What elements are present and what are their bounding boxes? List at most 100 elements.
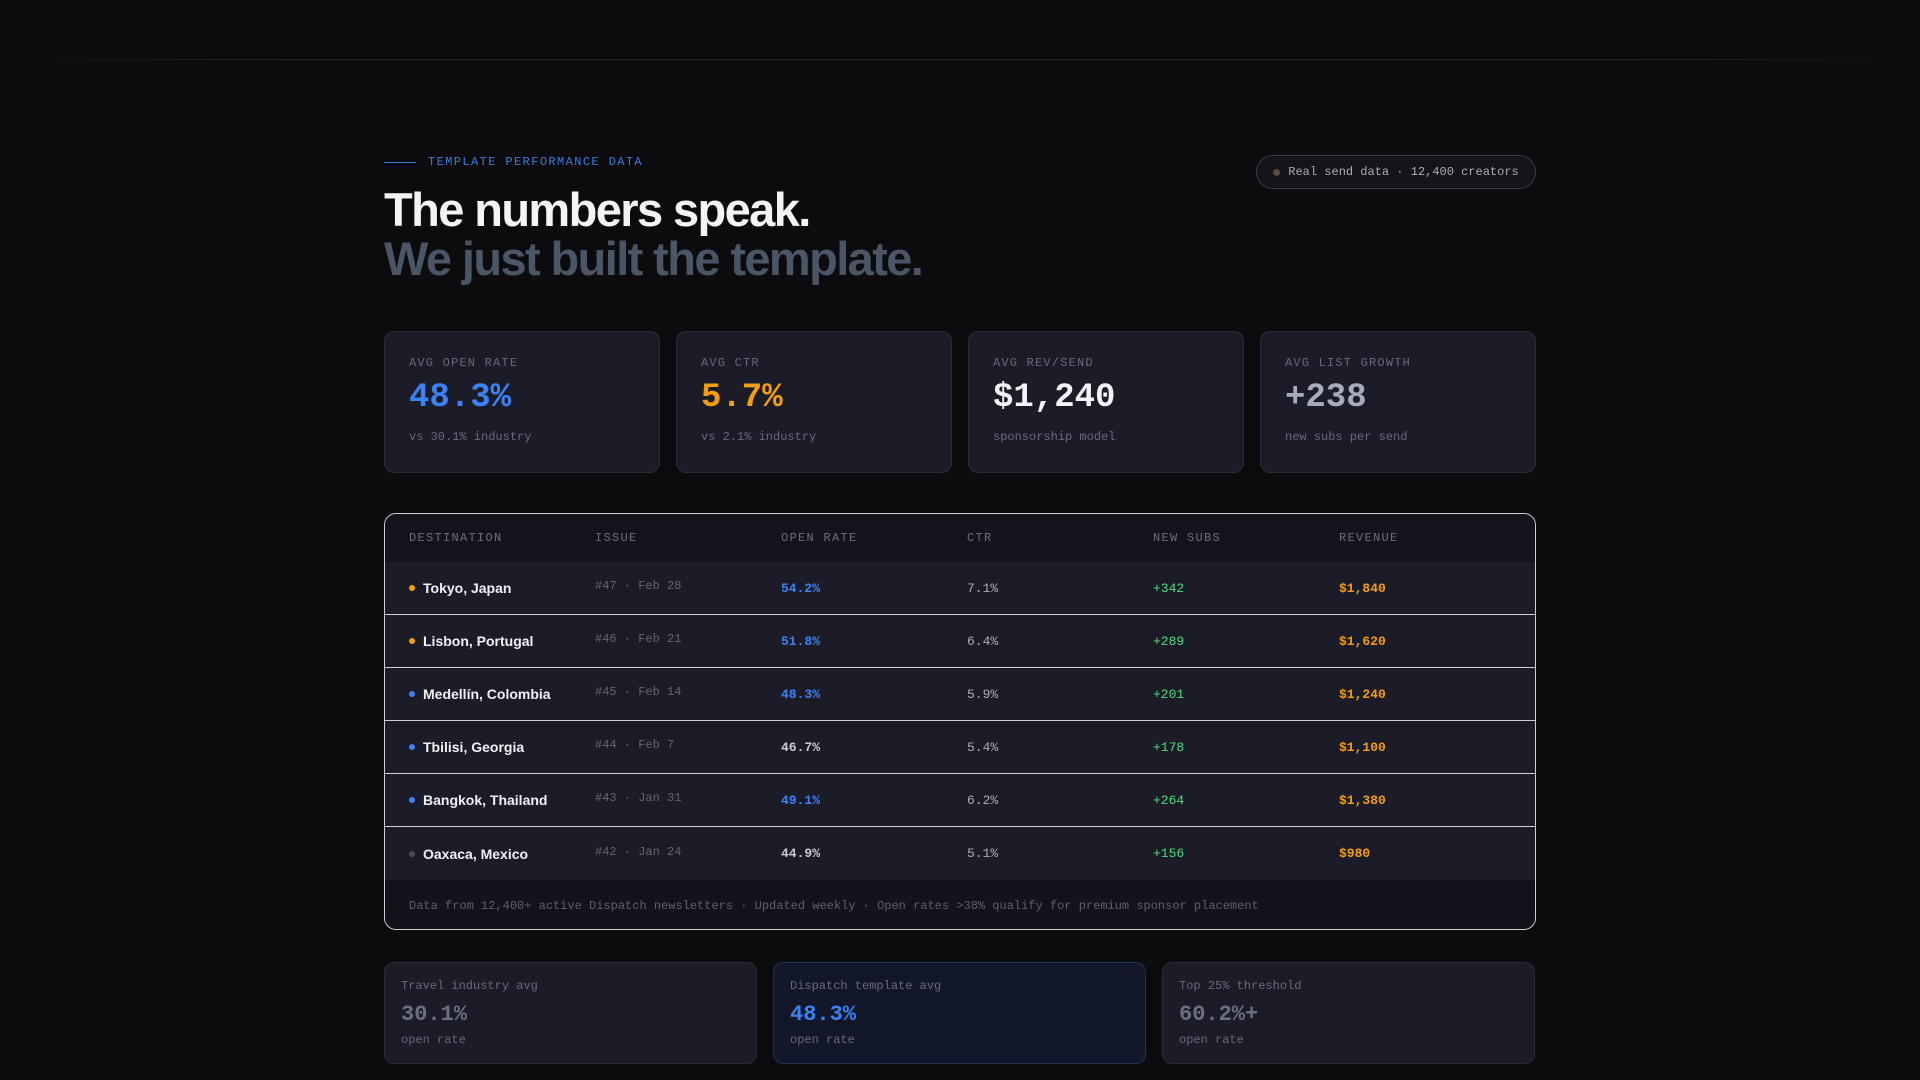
stat-label: AVG LIST GROWTH [1285,356,1412,370]
open-rate-cell: 46.7% [781,739,821,755]
new-subs-cell: +289 [1153,633,1185,649]
open-rate-cell: 54.2% [781,580,821,596]
data-source-badge: Real send data · 12,400 creators [1256,155,1536,189]
stat-value: +238 [1285,379,1367,417]
issue-cell: #42 · Jan 24 [595,844,682,859]
revenue-cell: $1,240 [1339,686,1386,702]
new-subs-cell: +264 [1153,792,1185,808]
top-divider [0,59,1920,60]
open-rate-cell: 48.3% [781,686,821,702]
status-dot-icon [1273,168,1281,176]
destination-dot-icon [409,585,415,591]
stat-label: AVG REV/SEND [993,356,1094,370]
benchmark-value: 48.3% [790,1002,857,1027]
ctr-cell: 5.4% [967,739,999,755]
destination-name: Tokyo, Japan [423,580,512,596]
stat-sub: sponsorship model [993,430,1116,444]
revenue-cell: $980 [1339,846,1371,861]
issue-cell: #47 · Feb 28 [595,579,682,593]
benchmark-top-25: Top 25% threshold 60.2%+ open rate [1162,962,1535,1064]
page-subtitle: We just built the template. [384,232,924,285]
destination-cell: Tbilisi, Georgia [409,739,595,755]
benchmark-label: Travel industry avg [401,979,538,993]
column-header-destination: DESTINATION [409,531,503,545]
column-header-open-rate: OPEN RATE [781,531,858,545]
eyebrow: TEMPLATE PERFORMANCE DATA [384,154,643,170]
open-rate-cell: 51.8% [781,633,821,649]
table-body: Tokyo, Japan #47 · Feb 28 54.2% 7.1% +342 $1,… [385,562,1535,880]
destination-cell: Bangkok, Thailand [409,792,595,808]
destination-dot-icon [409,638,415,644]
ctr-cell: 6.2% [967,792,999,808]
table-header: DESTINATION ISSUE OPEN RATE CTR NEW SUBS… [385,514,1535,562]
destination-name: Oaxaca, Mexico [423,845,529,862]
revenue-cell: $1,840 [1339,580,1386,596]
destination-name: Bangkok, Thailand [423,792,548,808]
benchmark-label: Dispatch template avg [790,979,942,993]
stat-card-rev-send: AVG REV/SEND $1,240 sponsorship model [968,331,1244,473]
table-row: Tokyo, Japan #47 · Feb 28 54.2% 7.1% +342 $1,… [385,562,1535,615]
destination-dot-icon [409,797,415,803]
issue-cell: #45 · Feb 14 [595,685,682,699]
destination-dot-icon [409,850,415,857]
destination-cell: Oaxaca, Mexico [409,846,595,862]
table-row: Lisbon, Portugal #46 · Feb 21 51.8% 6.4% +28… [385,615,1535,668]
stat-card-ctr: AVG CTR 5.7% vs 2.1% industry [676,331,952,473]
table-row: Oaxaca, Mexico #42 · Jan 24 44.9% 5.1% +156 $… [385,827,1535,880]
destination-name: Medellín, Colombia [423,686,551,702]
issue-cell: #46 · Feb 21 [595,632,682,646]
column-header-issue: ISSUE [595,531,638,545]
column-header-revenue: REVENUE [1339,531,1399,545]
revenue-cell: $1,100 [1339,739,1386,755]
ctr-cell: 5.9% [967,686,999,702]
stat-card-open-rate: AVG OPEN RATE 48.3% vs 30.1% industry [384,331,660,473]
stat-label: AVG OPEN RATE [409,356,519,370]
table-row: Bangkok, Thailand #43 · Jan 31 49.1% 6.2% +2… [385,774,1535,827]
new-subs-cell: +201 [1153,686,1185,702]
performance-table: DESTINATION ISSUE OPEN RATE CTR NEW SUBS… [384,513,1536,930]
table-row: Medellín, Colombia #45 · Feb 14 48.3% 5.9% +… [385,668,1535,721]
benchmark-label: Top 25% threshold [1179,979,1302,993]
stat-value: 5.7% [701,379,783,417]
benchmark-sub: open rate [401,1033,466,1047]
benchmark-sub: open rate [790,1033,855,1047]
destination-cell: Tokyo, Japan [409,580,595,596]
eyebrow-line [384,161,416,163]
benchmark-value: 30.1% [401,1002,468,1027]
stat-sub: new subs per send [1285,430,1408,444]
issue-cell: #43 · Jan 31 [595,791,682,805]
benchmark-value: 60.2%+ [1179,1002,1259,1027]
main-section: TEMPLATE PERFORMANCE DATA The numbers sp… [384,0,1536,1080]
open-rate-cell: 49.1% [781,792,821,808]
stat-sub: vs 2.1% industry [701,430,817,444]
new-subs-cell: +342 [1153,580,1185,596]
destination-cell: Lisbon, Portugal [409,633,595,649]
stat-label: AVG CTR [701,356,760,370]
benchmark-dispatch-template: Dispatch template avg 48.3% open rate [773,962,1146,1064]
column-header-new-subs: NEW SUBS [1153,531,1222,545]
stat-sub: vs 30.1% industry [409,430,532,444]
destination-cell: Medellín, Colombia [409,686,595,702]
stats-row: AVG OPEN RATE 48.3% vs 30.1% industry AV… [384,331,1536,473]
destination-name: Tbilisi, Georgia [423,739,525,755]
column-header-ctr: CTR [967,531,993,545]
table-footnote: Data from 12,400+ active Dispatch newsle… [385,880,1535,929]
destination-name: Lisbon, Portugal [423,633,534,649]
revenue-cell: $1,380 [1339,792,1386,808]
benchmark-travel-industry: Travel industry avg 30.1% open rate [384,962,757,1064]
revenue-cell: $1,620 [1339,633,1386,649]
destination-dot-icon [409,744,415,750]
destination-dot-icon [409,691,415,697]
benchmark-row: Travel industry avg 30.1% open rate Disp… [384,962,1536,1064]
ctr-cell: 6.4% [967,633,999,649]
eyebrow-label: TEMPLATE PERFORMANCE DATA [428,155,644,169]
ctr-cell: 5.1% [967,846,999,861]
stat-value: 48.3% [409,379,512,417]
new-subs-cell: +178 [1153,739,1185,755]
page-title: The numbers speak. [384,183,811,236]
stat-value: $1,240 [993,379,1116,417]
stat-card-list-growth: AVG LIST GROWTH +238 new subs per send [1260,331,1536,473]
new-subs-cell: +156 [1153,846,1185,861]
table-row: Tbilisi, Georgia #44 · Feb 7 46.7% 5.4% +178… [385,721,1535,774]
issue-cell: #44 · Feb 7 [595,738,675,752]
